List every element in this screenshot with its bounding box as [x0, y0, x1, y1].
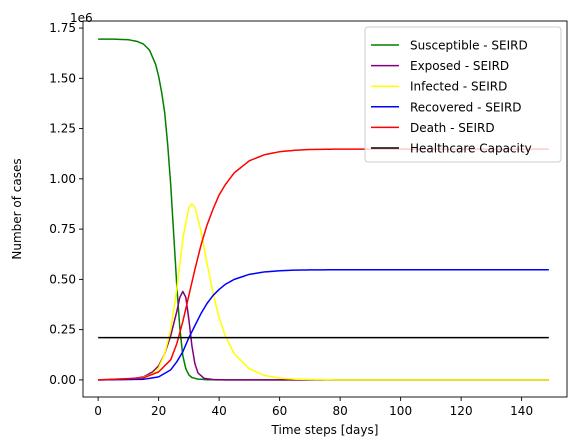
legend-label-infected-seird: Infected - SEIRD: [410, 80, 507, 94]
x-tick-label: 20: [151, 404, 166, 418]
series-line-infected-seird: [98, 203, 549, 381]
legend-label-recovered-seird: Recovered - SEIRD: [410, 100, 522, 114]
x-tick-label: 140: [510, 404, 533, 418]
y-axis-label: Number of cases: [10, 158, 24, 259]
legend-box: [364, 26, 562, 163]
plot-frame: [82, 20, 568, 398]
legend-label-death-seird: Death - SEIRD: [410, 121, 495, 135]
y-tick-label: 1.50: [49, 71, 76, 85]
series-line-exposed-seird: [98, 290, 549, 381]
x-tick-label: 0: [94, 404, 102, 418]
y-tick-label: 0.75: [49, 222, 76, 236]
y-tick-label: 1.75: [49, 21, 76, 35]
x-tick-label: 80: [332, 404, 347, 418]
y-tick-label: 1.00: [49, 172, 76, 186]
legend-label-susceptible-seird: Susceptible - SEIRD: [410, 39, 528, 53]
legend-label-exposed-seird: Exposed - SEIRD: [410, 59, 509, 73]
series-line-recovered-seird: [98, 268, 549, 381]
x-tick-label: 60: [272, 404, 287, 418]
legend: Susceptible - SEIRD Exposed - SEIRD Infect…: [364, 26, 562, 163]
x-axis: 0 20 40 60 80 100 120 140: [94, 397, 533, 418]
y-tick-label: 0.50: [49, 272, 76, 286]
y-tick-label: 0.25: [49, 323, 76, 337]
x-axis-label: Time steps [days]: [271, 423, 379, 437]
legend-label-healthcare-capacity: Healthcare Capacity: [410, 142, 532, 156]
y-tick-label: 0.00: [49, 373, 76, 387]
x-tick-label: 100: [389, 404, 412, 418]
x-tick-label: 40: [211, 404, 226, 418]
y-tick-label: 1.25: [49, 122, 76, 136]
x-tick-label: 120: [450, 404, 473, 418]
y-offset-label: 1e6: [70, 11, 93, 25]
series-line-death-seird: [98, 148, 549, 381]
y-axis: 0.00 0.25 0.50 0.75 1.00 1.25 1.50 1.75: [49, 21, 83, 387]
